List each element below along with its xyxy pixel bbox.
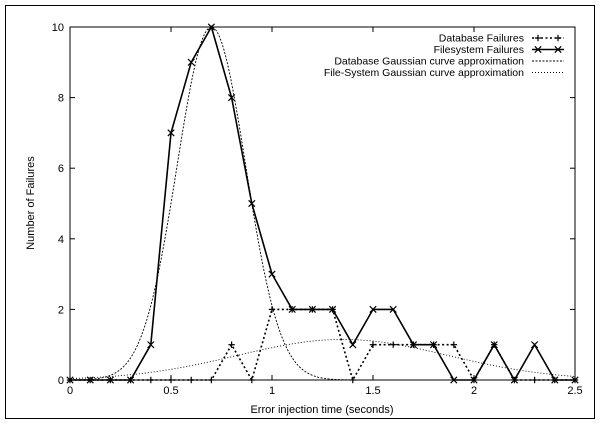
y-tick-label: 6 bbox=[58, 163, 64, 175]
data-point bbox=[66, 376, 74, 384]
y-tick-label: 0 bbox=[58, 375, 64, 387]
data-point bbox=[450, 341, 457, 348]
legend-item: Database Failures bbox=[439, 33, 564, 45]
data-point bbox=[288, 305, 296, 314]
data-point bbox=[390, 341, 397, 348]
data-point bbox=[167, 129, 175, 137]
legend-marker bbox=[534, 34, 542, 42]
data-point bbox=[147, 341, 155, 349]
y-tick-label: 8 bbox=[58, 93, 64, 105]
data-point bbox=[369, 341, 377, 348]
data-point bbox=[530, 341, 539, 349]
data-point bbox=[208, 376, 215, 384]
data-point bbox=[551, 376, 559, 384]
data-point bbox=[86, 376, 94, 384]
data-point bbox=[450, 376, 458, 384]
data-point bbox=[248, 199, 256, 208]
data-point bbox=[268, 270, 276, 278]
series-line-2 bbox=[69, 26, 575, 381]
data-point bbox=[490, 341, 498, 349]
plot-area bbox=[69, 26, 576, 381]
y-axis-label: Number of Failures bbox=[25, 156, 37, 250]
data-point bbox=[308, 305, 317, 314]
data-point bbox=[188, 376, 195, 384]
data-point bbox=[531, 376, 538, 384]
data-point bbox=[510, 376, 519, 384]
legend-item: Filesystem Failures bbox=[434, 44, 564, 56]
data-point bbox=[571, 376, 579, 384]
data-point bbox=[207, 23, 216, 31]
x-axis-label: Error injection time (seconds) bbox=[250, 404, 393, 416]
data-point bbox=[187, 58, 195, 66]
series-line-3 bbox=[69, 338, 576, 380]
legend-item: File-System Gaussian curve approximation bbox=[324, 67, 564, 79]
data-point bbox=[429, 341, 438, 349]
series-layer bbox=[66, 23, 579, 384]
legend-marker bbox=[534, 45, 542, 54]
legend-label: Database Failures bbox=[439, 33, 524, 45]
data-point bbox=[248, 376, 255, 384]
x-tick-label: 2 bbox=[471, 385, 477, 397]
data-point bbox=[106, 376, 115, 384]
x-tick-label: 0.5 bbox=[163, 385, 178, 397]
data-point bbox=[349, 376, 356, 384]
y-tick-label: 10 bbox=[52, 22, 64, 34]
data-point bbox=[349, 341, 357, 349]
x-tick-label: 1.5 bbox=[365, 385, 380, 397]
x-tick-label: 2.5 bbox=[567, 385, 582, 397]
data-point bbox=[470, 376, 478, 384]
data-point bbox=[409, 341, 418, 349]
y-tick-label: 4 bbox=[58, 234, 64, 246]
data-point bbox=[167, 376, 175, 384]
data-point bbox=[369, 305, 377, 314]
y-tick-label: 2 bbox=[58, 304, 64, 316]
legend-label: Filesystem Failures bbox=[434, 44, 524, 56]
legend-item: Database Gaussian curve approximation bbox=[334, 56, 564, 68]
data-point bbox=[228, 341, 235, 348]
data-point bbox=[389, 305, 397, 314]
legend-marker bbox=[554, 45, 562, 54]
series-markers-1 bbox=[66, 23, 579, 384]
data-point bbox=[227, 93, 236, 102]
x-axis-ticks: 0 0.5 1 1.5 2 2.5 bbox=[67, 27, 583, 397]
series-line-1 bbox=[70, 24, 575, 382]
legend-label: Database Gaussian curve approximation bbox=[334, 56, 524, 68]
data-point bbox=[328, 305, 337, 314]
x-tick-label: 0 bbox=[67, 385, 73, 397]
legend-label: File-System Gaussian curve approximation bbox=[324, 67, 524, 79]
data-point bbox=[268, 306, 276, 313]
data-point bbox=[147, 376, 154, 384]
x-tick-label: 1 bbox=[269, 385, 275, 397]
data-point bbox=[126, 376, 135, 384]
legend-marker bbox=[554, 34, 562, 42]
